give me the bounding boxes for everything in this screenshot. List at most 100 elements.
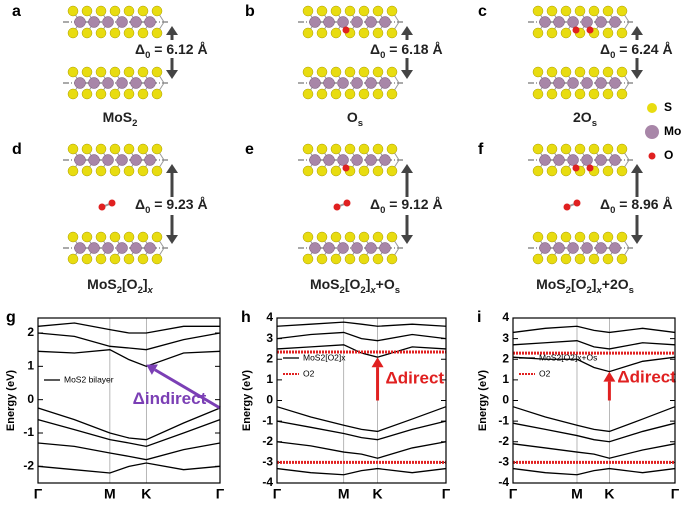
s-atom [137, 143, 149, 155]
s-atom [588, 66, 600, 78]
mo-atom [595, 77, 607, 89]
s-atom [588, 88, 600, 100]
text-segment: +O [376, 276, 395, 292]
mo-atom [539, 77, 551, 89]
o2-atom [98, 203, 106, 211]
legend-atom [645, 125, 659, 139]
mo-atom [539, 16, 551, 28]
s-atom [81, 231, 93, 243]
mo-atom [351, 154, 363, 166]
band-line [512, 422, 676, 443]
mo-atom [379, 16, 391, 28]
mo-atom [102, 242, 114, 254]
s-atom [358, 165, 370, 177]
mo-atom [553, 242, 565, 254]
s-atom [574, 88, 586, 100]
s-atom [616, 5, 628, 17]
s-atom [560, 165, 572, 177]
y-tick-label: 1 [266, 372, 273, 386]
mo-atom [567, 242, 579, 254]
s-atom [302, 231, 314, 243]
legend-label: O [664, 148, 673, 162]
s-atom [560, 231, 572, 243]
x-tick-label: M [104, 486, 116, 502]
s-atom [358, 27, 370, 39]
mo-atom [116, 154, 128, 166]
s-atom [574, 66, 586, 78]
band-line [512, 356, 676, 373]
y-axis-label: Energy (eV) [5, 370, 17, 431]
text-segment: 0 [145, 205, 150, 216]
mo-atom [130, 154, 142, 166]
mo-atom [88, 16, 100, 28]
s-atom [330, 231, 342, 243]
panel-letter: h [241, 309, 251, 326]
delta-label: Δ0 = 9.23 Å [135, 196, 208, 216]
s-atom [602, 165, 614, 177]
panel-letter: b [245, 3, 255, 20]
text-segment: Δ [370, 41, 380, 57]
mo-atom [581, 242, 593, 254]
band-line [37, 322, 220, 334]
mo-atom [144, 242, 156, 254]
text-segment: Δ [370, 196, 380, 212]
band-line [37, 349, 221, 368]
mo-atom [609, 154, 621, 166]
s-atom [532, 231, 544, 243]
s-atom [344, 66, 356, 78]
s-atom [316, 231, 328, 243]
mo-atom [379, 77, 391, 89]
s-atom [532, 165, 544, 177]
s-atom [532, 27, 544, 39]
y-tick-label: 2 [266, 351, 273, 365]
s-atom [532, 5, 544, 17]
s-atom [123, 253, 135, 265]
s-atom [81, 66, 93, 78]
y-tick-label: 2 [502, 351, 509, 365]
band-line [512, 340, 676, 350]
s-atom [137, 231, 149, 243]
mo-atom [609, 77, 621, 89]
x-tick-label: K [141, 486, 151, 502]
s-atom [151, 253, 163, 265]
mo-atom [581, 16, 593, 28]
text-segment: = 8.96 Å [615, 196, 672, 212]
text-segment: Δ [600, 196, 610, 212]
s-atom [602, 88, 614, 100]
s-atom [137, 66, 149, 78]
text-segment: 0 [380, 50, 385, 61]
mo-atom [88, 77, 100, 89]
structure-caption: MoS2[O2]x [87, 276, 153, 296]
s-atom [316, 5, 328, 17]
s-atom [358, 88, 370, 100]
text-segment: x [369, 285, 376, 296]
s-atom [81, 253, 93, 265]
mo-atom [379, 242, 391, 254]
s-atom [588, 231, 600, 243]
x-tick-label: Γ [34, 486, 43, 502]
annotation-arrow [154, 368, 221, 410]
legend-label: O2 [539, 368, 551, 378]
delta-label: Δ0 = 6.18 Å [370, 41, 443, 61]
x-tick-label: M [338, 486, 350, 502]
mo-atom [539, 242, 551, 254]
s-atom [616, 143, 628, 155]
x-tick-label: K [604, 486, 614, 502]
s-atom [386, 66, 398, 78]
band-line [512, 325, 676, 334]
s-atom [151, 27, 163, 39]
s-atom [616, 88, 628, 100]
s-atom [123, 27, 135, 39]
s-atom [560, 143, 572, 155]
o2-atom [563, 203, 571, 211]
separation-arrow-head [631, 70, 643, 79]
s-atom [67, 27, 79, 39]
s-atom [95, 143, 107, 155]
legend-atom [648, 152, 656, 160]
text-segment: O [347, 109, 358, 125]
s-atom [67, 253, 79, 265]
mo-atom [581, 77, 593, 89]
legend-label: Mo [664, 124, 681, 138]
s-atom [616, 231, 628, 243]
s-atom [109, 5, 121, 17]
